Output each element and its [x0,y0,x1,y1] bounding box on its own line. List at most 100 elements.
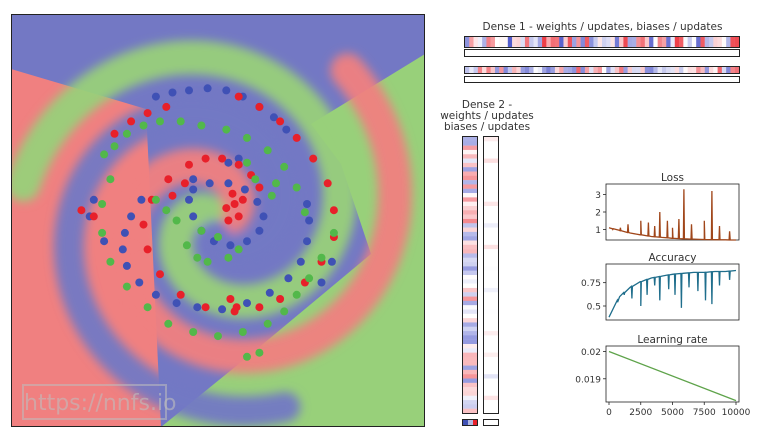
dense2-cell [463,162,477,168]
loss-title: Loss [661,172,684,184]
dense2-cell [463,149,477,155]
point-red [156,270,164,279]
dense1-row-1 [464,49,740,57]
dense1-cell [627,36,633,47]
dense1-cell [512,36,517,47]
dense1-cell [704,36,710,47]
lr-line [608,350,737,402]
dense1-cell [486,36,491,47]
point-green [151,195,160,204]
dense1-cell [563,66,568,73]
dense2-title-line-2: weights / updates [440,110,534,122]
point-red [276,295,285,303]
dense1-cell [730,36,735,47]
bias-cell [473,420,477,425]
dense2-update-cell [484,180,498,185]
point-green [143,303,152,312]
dense1-cell [614,66,620,73]
accuracy-line [608,269,737,318]
dense2-cell [463,141,477,146]
dense1-cell [721,36,727,47]
point-blue [193,303,202,312]
dense1-cell [503,36,509,47]
dense2-update-cell [484,201,498,206]
point-blue [118,245,127,254]
dense2-heatmaps [462,136,499,426]
dense2-cell [463,292,477,297]
dense2-update-cell [484,158,498,163]
loss-ytick-label: 3 [595,191,601,201]
point-green [305,274,314,283]
point-blue [234,154,243,163]
point-blue [100,237,109,246]
dense2-cell [463,374,477,379]
dense1-cell [524,66,530,73]
dense1-cell [576,66,581,73]
point-green [156,117,164,126]
dense2-cell [463,309,477,315]
dense2-cell [463,266,477,271]
point-green [263,319,272,328]
dense2-cell [463,361,477,366]
point-blue [222,86,231,95]
point-blue [189,185,198,194]
dense1-cell [670,66,675,73]
dense2-cell [463,244,477,250]
point-green [182,241,191,250]
point-red [110,129,119,138]
dense1-cell [649,36,654,47]
point-green [106,175,115,184]
point-red [230,200,239,208]
dense1-cell [627,66,633,73]
dense2-update-cell [484,309,498,314]
dense2-cell [463,158,477,164]
dense1-cell [520,36,526,47]
dense1-cell [610,66,616,73]
point-red [234,92,243,101]
point-blue [151,92,160,101]
dense2-update-cell [484,137,498,142]
dense2-cell [463,167,477,172]
dense1-cell [490,66,496,73]
dense2-cell [463,344,477,349]
dense2-cell [463,287,477,293]
point-blue [303,237,311,246]
dense1-cell [482,66,487,73]
dense1-cell [717,66,723,73]
dense2-cell [463,356,477,362]
dense1-cell [469,66,474,73]
point-green [317,253,326,262]
point-blue [265,288,274,297]
dense1-cell [537,36,543,47]
point-blue [296,257,305,266]
dense1-cell [619,66,624,73]
dense1-cell [584,36,590,47]
dense1-cell [640,36,646,47]
point-red [77,206,86,215]
dense2-cell [463,184,477,189]
dense1-cell [636,36,641,47]
point-blue [203,84,212,93]
dense2-cell [463,262,477,267]
dense1-cell [572,66,577,73]
point-red [201,303,210,312]
dense2-cell [463,391,477,396]
point-red [323,179,332,188]
dense1-cell [546,36,551,47]
dense2-cell [463,275,477,280]
point-blue [120,228,129,237]
dense1-cell [614,36,620,47]
dense1-row-frame [464,49,740,57]
dense2-cell [463,283,477,289]
accuracy-ytick-label: 0.5 [587,303,601,313]
dense1-cell [674,66,680,73]
dense2-cell [463,231,477,237]
point-blue [205,179,214,188]
dense1-cell [717,36,723,47]
dense1-cell [477,66,483,73]
point-red [201,154,210,163]
dense2-cell [463,240,477,246]
point-red [234,160,243,169]
point-blue [284,274,293,283]
dense2-update-cell [484,395,498,401]
